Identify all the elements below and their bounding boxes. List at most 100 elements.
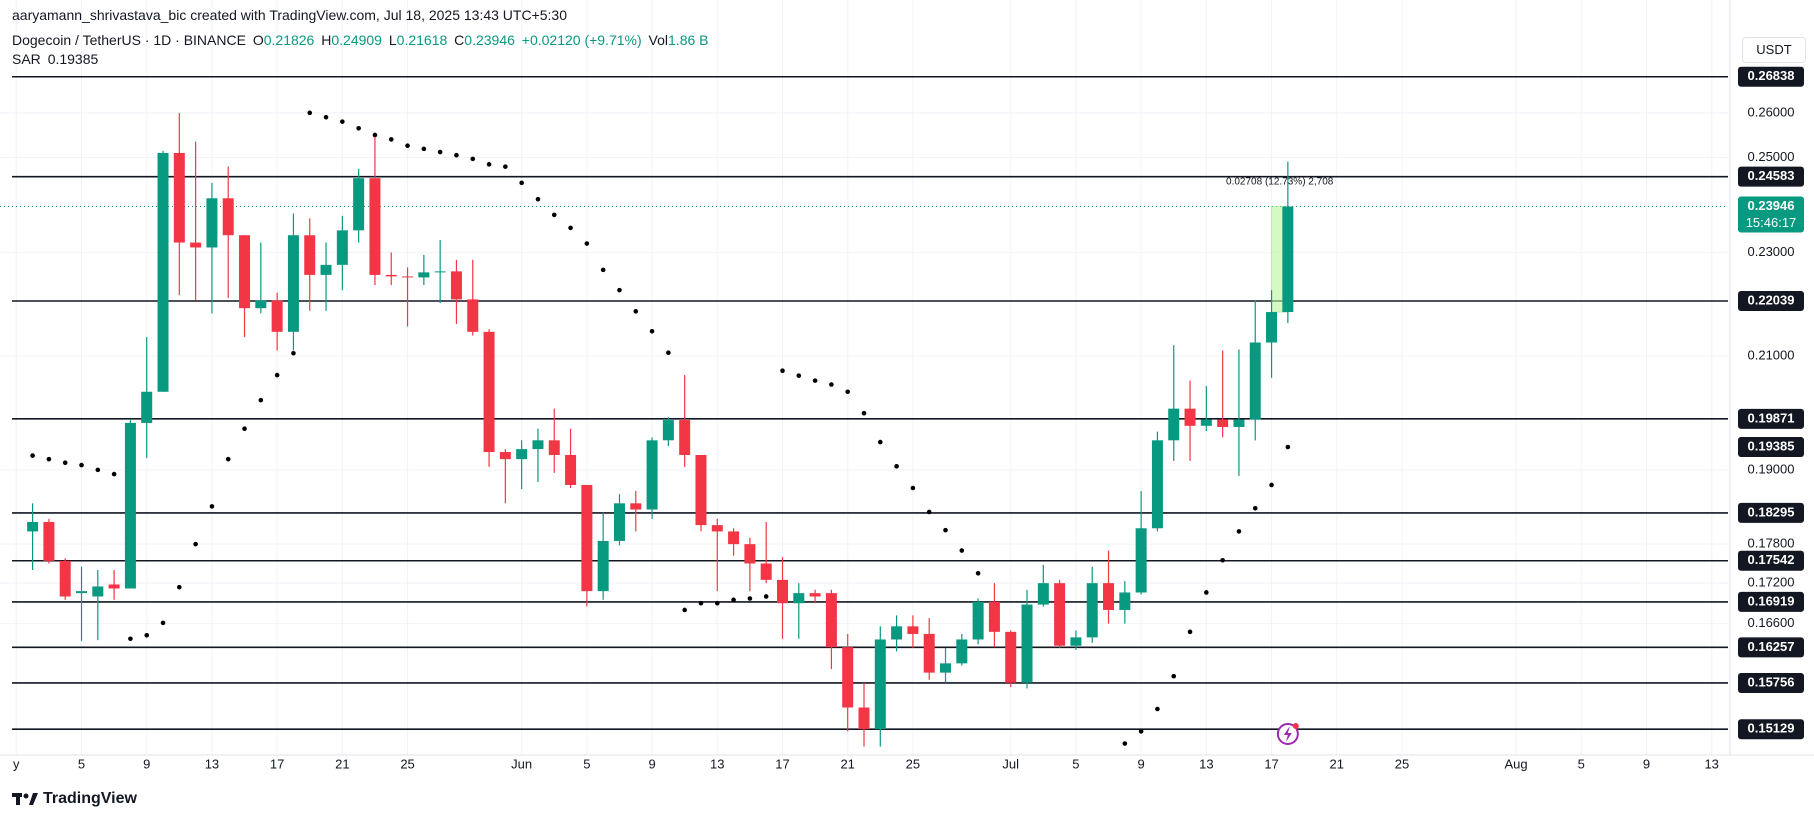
x-tick-label: 5 xyxy=(78,756,85,771)
candle-body xyxy=(662,420,674,441)
candle-body xyxy=(532,440,544,450)
sar-dot xyxy=(910,485,916,491)
x-tick-label: 9 xyxy=(143,756,150,771)
candle-body xyxy=(92,586,104,597)
candle-body xyxy=(858,707,870,730)
sar-dot xyxy=(1252,505,1258,511)
sar-dot xyxy=(617,287,622,293)
attribution: aaryamann_shrivastava_bic created with T… xyxy=(12,7,568,23)
candle-body xyxy=(499,452,511,460)
candle-body xyxy=(1266,312,1278,343)
sar-dot xyxy=(258,397,264,403)
sar-dot xyxy=(356,125,361,131)
x-tick-label: 25 xyxy=(906,756,920,771)
candle-body xyxy=(418,272,430,278)
sar-value: 0.19385 xyxy=(47,51,99,67)
sar-dot xyxy=(714,600,720,606)
candle-body xyxy=(320,264,332,275)
candle-body xyxy=(43,521,55,561)
candle-body xyxy=(336,230,348,265)
candle-body xyxy=(27,521,39,532)
open-value: 0.21826 xyxy=(263,32,315,48)
sar-dot xyxy=(340,119,345,124)
sar-dot xyxy=(926,509,932,515)
sar-dot xyxy=(128,636,133,642)
sar-dot xyxy=(535,196,541,202)
candle-body xyxy=(385,274,397,277)
candle-body xyxy=(434,271,446,273)
y-tick-label: 0.21000 xyxy=(1748,347,1795,362)
candle-body xyxy=(1249,342,1261,420)
brand-text: TradingView xyxy=(43,790,137,807)
event-dot xyxy=(1292,723,1299,729)
candle-body xyxy=(190,242,202,248)
candle-body xyxy=(1086,583,1098,638)
candle-body xyxy=(874,639,886,730)
candle-body xyxy=(744,544,756,564)
candle-body xyxy=(222,198,234,236)
sar-dot xyxy=(209,504,215,509)
x-tick-label: 5 xyxy=(583,756,590,771)
sar-dot xyxy=(30,453,35,458)
sar-dot xyxy=(666,350,671,356)
level-price-label: 0.16919 xyxy=(1748,593,1795,608)
candle-body xyxy=(516,449,528,460)
volume-value: 1.86 B xyxy=(668,32,709,48)
sar-dot xyxy=(600,267,606,273)
sar-dot xyxy=(649,328,655,334)
candle-body xyxy=(124,422,136,589)
candle-body xyxy=(1282,206,1294,313)
candle-body xyxy=(467,299,479,332)
candle-body xyxy=(1119,592,1131,610)
level-price-box xyxy=(1738,672,1804,693)
sar-dot xyxy=(291,350,296,356)
y-tick-label: 0.17800 xyxy=(1748,536,1795,551)
currency-button[interactable]: USDT xyxy=(1742,37,1806,63)
candle-body xyxy=(613,503,625,541)
x-tick-label: 13 xyxy=(1199,756,1213,771)
sar-dot xyxy=(177,584,182,590)
sar-dot xyxy=(519,180,524,186)
sar-dot xyxy=(503,164,508,169)
level-price-label: 0.17542 xyxy=(1748,552,1795,567)
x-tick-label: 17 xyxy=(775,756,789,771)
x-tick-label: y xyxy=(13,756,20,771)
candle-body xyxy=(1005,631,1017,683)
candle-body xyxy=(972,601,984,640)
low-label: L xyxy=(388,32,397,48)
candle-body xyxy=(548,440,560,456)
candle-body xyxy=(679,420,691,456)
close-label: C xyxy=(454,32,465,48)
sar-dot xyxy=(747,596,753,601)
sar-dot xyxy=(388,137,394,142)
event-bolt xyxy=(1283,726,1292,742)
sar-dot xyxy=(242,426,247,431)
sar-dot xyxy=(829,382,834,387)
sar-dot xyxy=(372,132,378,138)
sar-dot xyxy=(1122,741,1128,746)
x-tick-label: 9 xyxy=(1643,756,1650,771)
sar-dot xyxy=(437,149,443,155)
countdown-label: 15:46:17 xyxy=(1746,215,1797,230)
sar-dot xyxy=(682,607,687,613)
sar-dot xyxy=(225,456,231,462)
candle-body xyxy=(565,455,577,485)
sar-dot xyxy=(943,527,948,533)
x-tick-label: 25 xyxy=(1395,756,1409,771)
open-label: O xyxy=(252,32,264,48)
candle-body xyxy=(76,591,88,594)
candle-body xyxy=(842,647,854,708)
candle-body xyxy=(271,300,283,332)
sar-dot xyxy=(1138,729,1144,734)
candle-body xyxy=(483,331,495,453)
sar-dot xyxy=(731,597,736,603)
sar-dot xyxy=(160,620,166,626)
sar-dot xyxy=(421,146,427,152)
sar-dot xyxy=(323,114,329,120)
sar-dot xyxy=(568,225,573,231)
brand-logo: TradingView xyxy=(12,790,137,808)
sar-dot xyxy=(62,460,68,466)
x-tick-label: 13 xyxy=(205,756,219,771)
candle-body xyxy=(1168,408,1180,441)
